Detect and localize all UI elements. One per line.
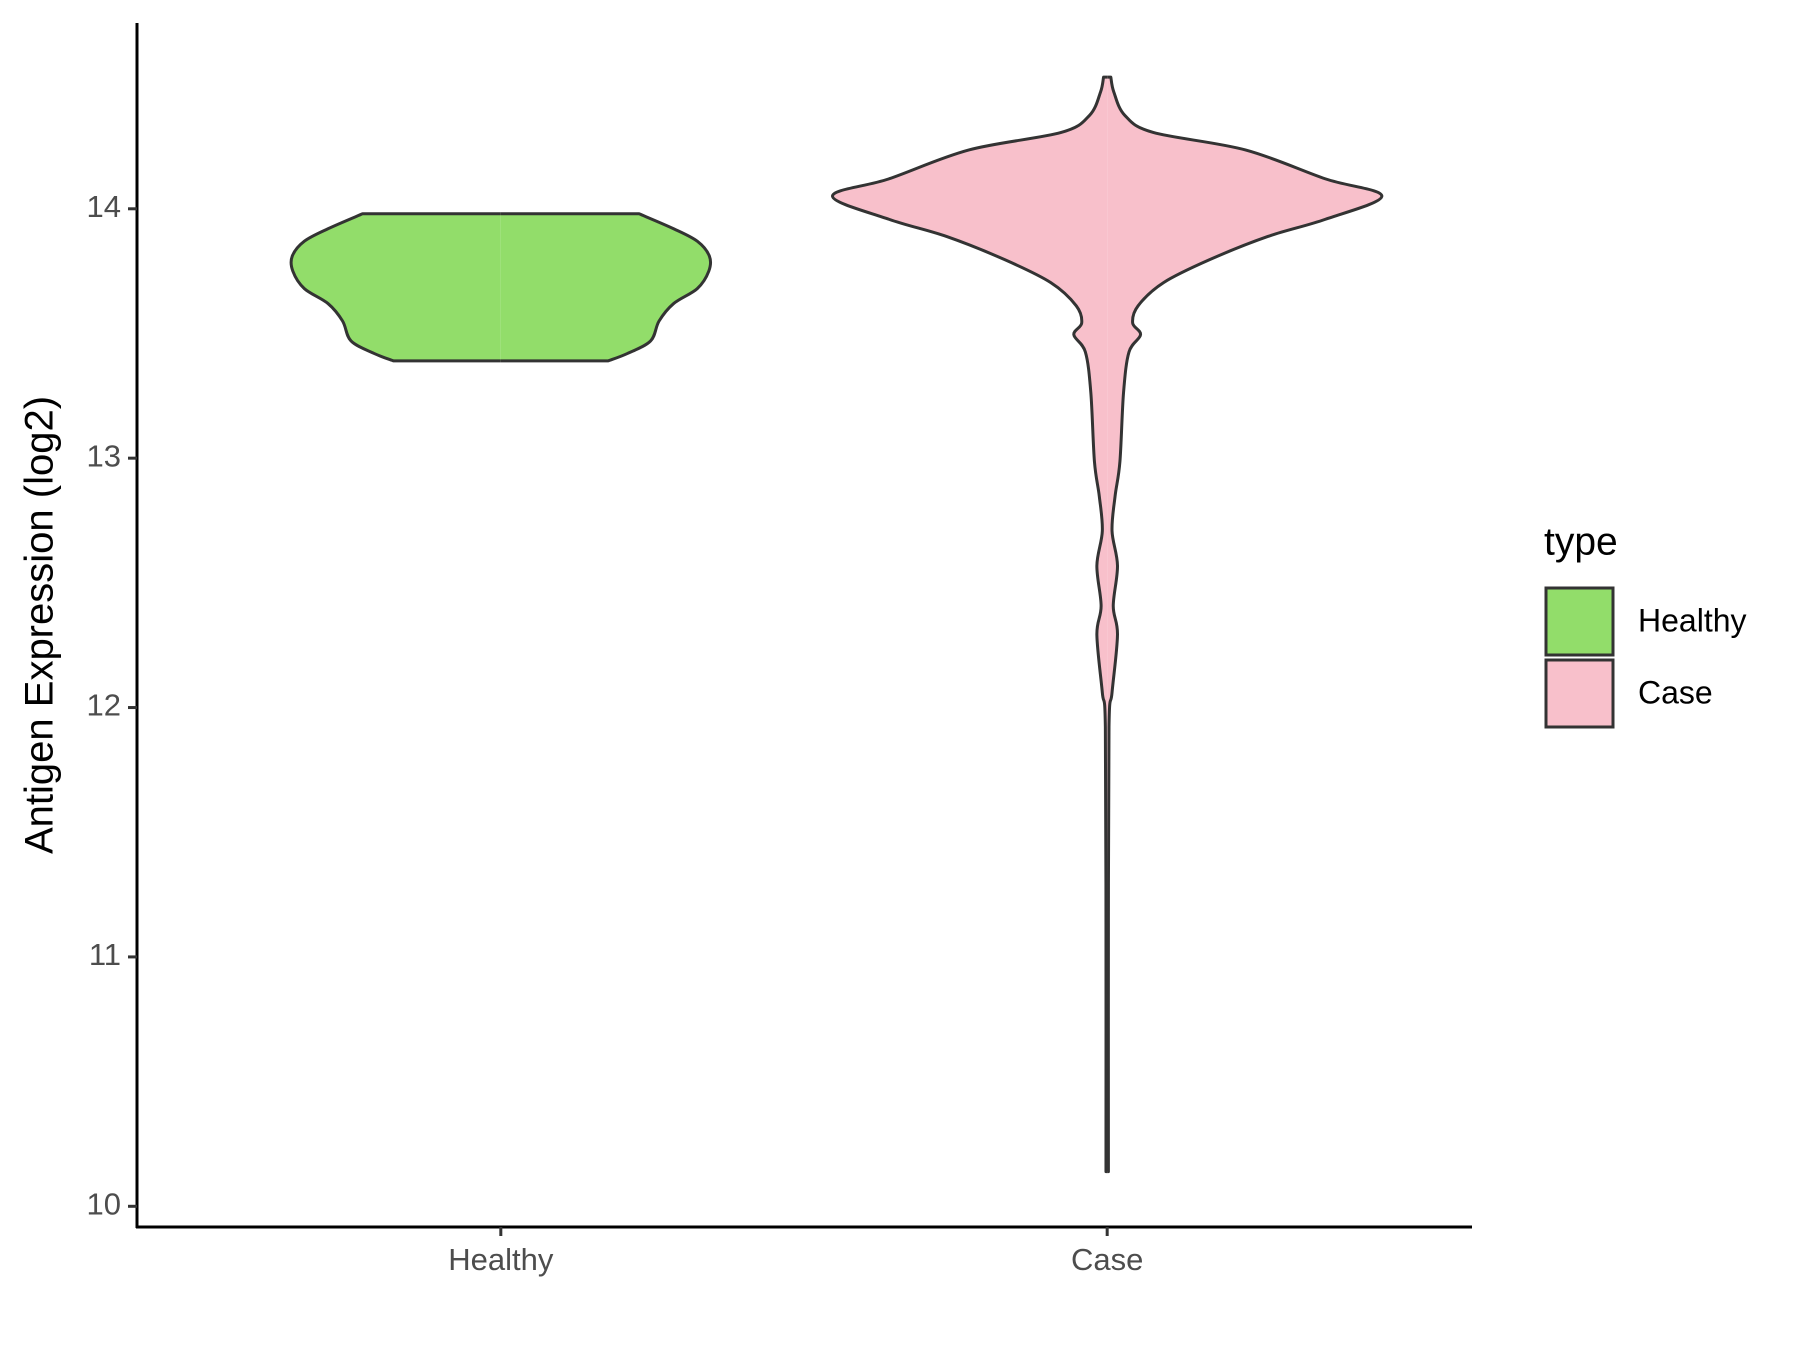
legend-key	[1544, 586, 1615, 657]
y-tick-label: 11	[89, 937, 121, 972]
y-tick-label: 14	[87, 189, 121, 224]
legend-key	[1544, 658, 1615, 729]
violin-half	[500, 212, 713, 363]
x-tick-label: Healthy	[448, 1242, 554, 1277]
y-tick-label: 10	[87, 1186, 121, 1221]
violin-half	[289, 212, 501, 363]
y-tick-label: 13	[87, 438, 121, 473]
y-tick-label: 12	[87, 688, 121, 723]
violin-half	[1106, 75, 1384, 1174]
y-axis-title: Antigen Expression (log2)	[18, 396, 62, 854]
legend-label: Healthy	[1638, 602, 1747, 638]
x-tick-label: Case	[1071, 1242, 1143, 1277]
legend-title: type	[1544, 520, 1618, 563]
violin-half	[830, 75, 1108, 1174]
legend-label: Case	[1638, 674, 1713, 710]
